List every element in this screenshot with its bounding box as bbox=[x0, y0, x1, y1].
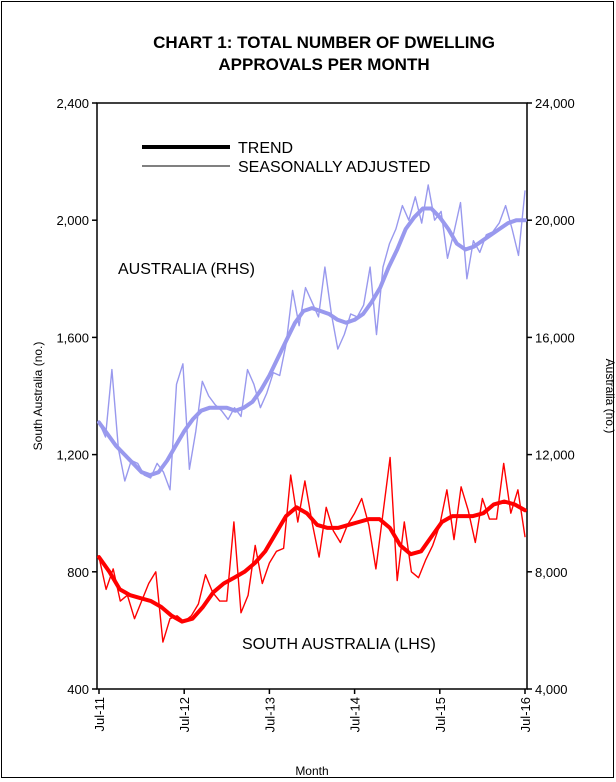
annotation-australia: AUSTRALIA (RHS) bbox=[118, 261, 255, 278]
y-right-tick-label: 24,000 bbox=[535, 96, 575, 111]
x-axis-title: Month bbox=[295, 764, 328, 778]
australia-seasonally-adjusted-line bbox=[98, 184, 526, 491]
y-right-tick-label: 16,000 bbox=[535, 330, 575, 345]
annotation-south-australia: SOUTH AUSTRALIA (LHS) bbox=[242, 636, 436, 653]
x-tick-label: Jul-11 bbox=[92, 697, 107, 731]
south-australia-trend-line bbox=[97, 499, 527, 624]
x-tick-label: Jul-15 bbox=[433, 697, 448, 732]
chart-title-line-1: CHART 1: TOTAL NUMBER OF DWELLING bbox=[153, 33, 495, 52]
y-right-tick-label: 20,000 bbox=[535, 213, 575, 228]
legend-sa-label: SEASONALLY ADJUSTED bbox=[238, 159, 430, 176]
ticks-layer: 400 4,000 800 8,000 1,200 12,000 1,600 16,000 2,… bbox=[56, 96, 574, 732]
y-right-tick-label: 8,000 bbox=[535, 565, 568, 580]
x-tick-label: Jul-12 bbox=[177, 697, 192, 732]
y-left-tick-label: 2,000 bbox=[56, 213, 89, 228]
legend-trend-label: TREND bbox=[238, 140, 293, 157]
x-tick-label: Jul-14 bbox=[348, 697, 363, 732]
y-right-tick-label: 4,000 bbox=[535, 682, 568, 697]
x-tick-label: Jul-13 bbox=[262, 697, 277, 732]
y-left-tick-label: 1,200 bbox=[56, 448, 89, 463]
x-tick-label: Jul-16 bbox=[518, 697, 533, 732]
australia-trend-line bbox=[97, 206, 527, 478]
y-left-tick-label: 1,600 bbox=[56, 330, 89, 345]
y-right-tick-label: 12,000 bbox=[535, 448, 575, 463]
south-australia-seasonally-adjusted-line bbox=[98, 456, 526, 643]
y-left-tick-label: 400 bbox=[67, 682, 89, 697]
y-left-tick-label: 2,400 bbox=[56, 96, 89, 111]
series-layer bbox=[97, 184, 527, 643]
y-axis-left-title: South Australia (no.) bbox=[31, 342, 45, 451]
y-axis-right-title: Australia (no.) bbox=[603, 359, 616, 434]
y-left-tick-label: 800 bbox=[67, 565, 89, 580]
chart-title-line-2: APPROVALS PER MONTH bbox=[218, 55, 429, 74]
plot-area bbox=[96, 102, 528, 690]
